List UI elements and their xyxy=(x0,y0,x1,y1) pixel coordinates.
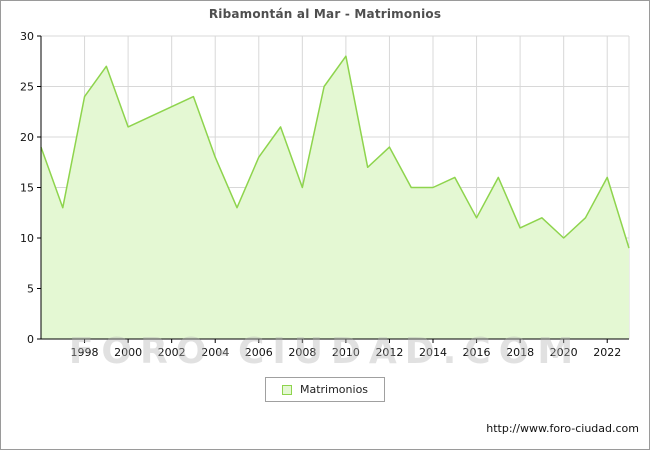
svg-text:2022: 2022 xyxy=(593,346,621,359)
svg-text:25: 25 xyxy=(20,81,34,94)
svg-text:0: 0 xyxy=(27,333,34,346)
chart-title: Ribamontán al Mar - Matrimonios xyxy=(208,7,442,21)
footer-url: http://www.foro-ciudad.com xyxy=(486,422,639,435)
svg-text:2008: 2008 xyxy=(288,346,316,359)
svg-text:15: 15 xyxy=(20,182,34,195)
svg-text:2018: 2018 xyxy=(506,346,534,359)
legend-box: Matrimonios xyxy=(264,377,386,402)
svg-text:2014: 2014 xyxy=(419,346,447,359)
svg-text:30: 30 xyxy=(20,30,34,43)
svg-text:2002: 2002 xyxy=(158,346,186,359)
svg-text:2016: 2016 xyxy=(463,346,491,359)
svg-text:10: 10 xyxy=(20,232,34,245)
svg-text:1998: 1998 xyxy=(71,346,99,359)
svg-text:2012: 2012 xyxy=(375,346,403,359)
legend-swatch-icon xyxy=(281,384,292,395)
legend-label: Matrimonios xyxy=(299,383,369,396)
svg-text:2006: 2006 xyxy=(245,346,273,359)
chart-svg: 0 5 10 15 20 25 30 1998 2000 2002 2004 2006 2008 2010… xyxy=(20,30,630,359)
svg-text:2000: 2000 xyxy=(114,346,142,359)
legend: Matrimonios xyxy=(1,377,649,402)
svg-text:2004: 2004 xyxy=(201,346,229,359)
svg-text:20: 20 xyxy=(20,131,34,144)
svg-text:2020: 2020 xyxy=(550,346,578,359)
svg-text:5: 5 xyxy=(27,283,34,296)
svg-text:2010: 2010 xyxy=(332,346,360,359)
